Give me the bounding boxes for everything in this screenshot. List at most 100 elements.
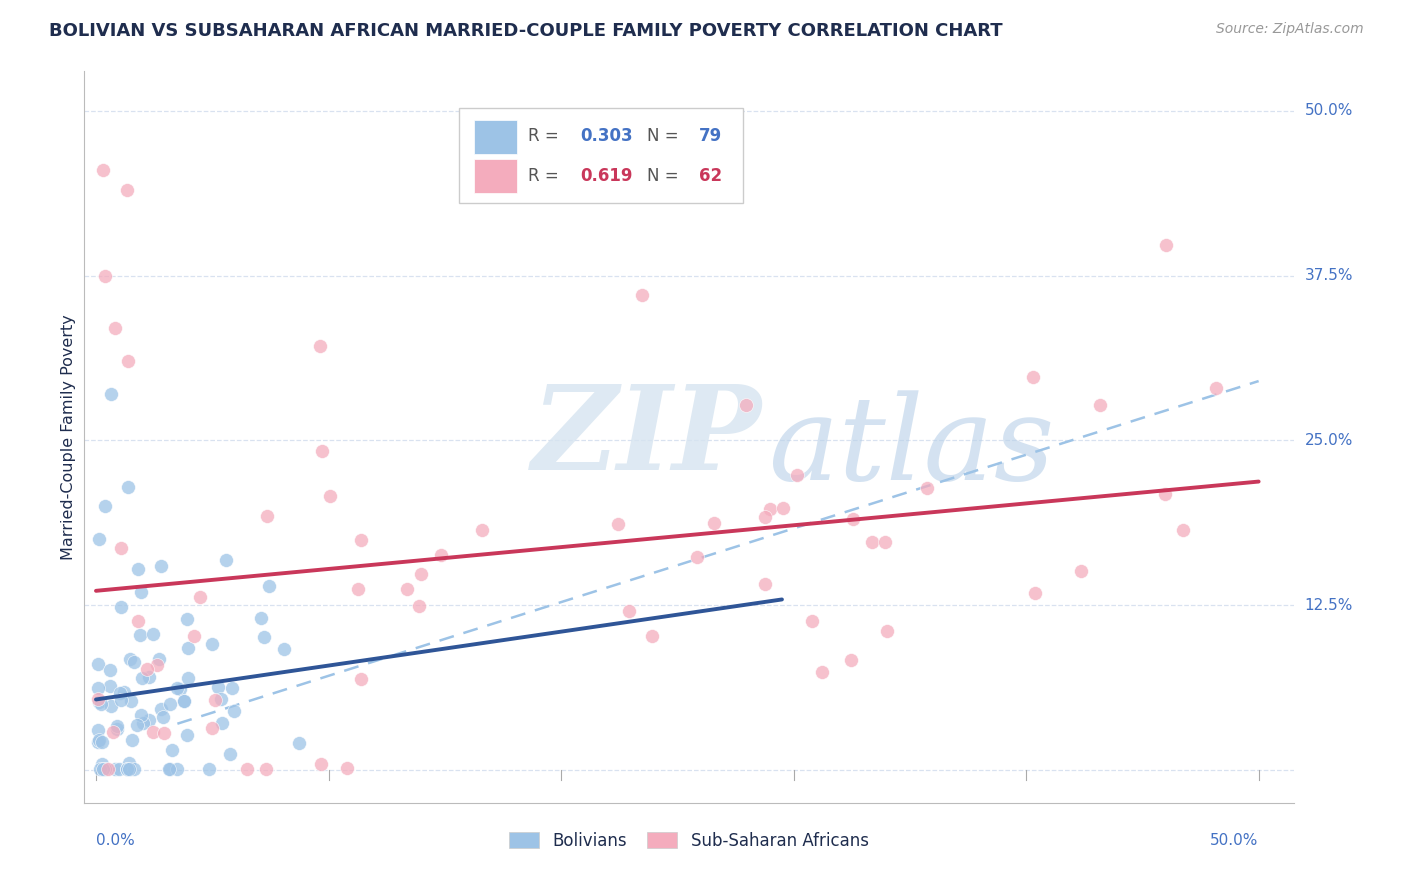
Point: [839, 652, 862, 666]
Text: 25.0%: 25.0%: [1305, 433, 1353, 448]
Point: [118, 762, 141, 776]
Point: [87, 533, 110, 547]
Point: [319, 489, 342, 503]
Point: [98, 679, 121, 693]
Text: N =: N =: [647, 167, 683, 185]
Point: [786, 468, 808, 483]
Point: [146, 657, 169, 672]
Point: [256, 508, 278, 523]
Point: [110, 541, 132, 556]
Point: [159, 762, 181, 776]
Point: [110, 693, 132, 707]
Point: [735, 398, 758, 412]
Point: [150, 702, 173, 716]
Text: R =: R =: [529, 128, 564, 145]
Point: [606, 516, 628, 531]
Point: [97, 762, 120, 776]
Point: [149, 558, 172, 573]
Point: [173, 694, 195, 708]
Text: 37.5%: 37.5%: [1305, 268, 1353, 283]
Point: [350, 672, 373, 686]
Text: BOLIVIAN VS SUBSAHARAN AFRICAN MARRIED-COUPLE FAMILY POVERTY CORRELATION CHART: BOLIVIAN VS SUBSAHARAN AFRICAN MARRIED-C…: [49, 22, 1002, 40]
Point: [121, 733, 143, 747]
Point: [100, 663, 122, 677]
Point: [471, 523, 494, 537]
Point: [136, 662, 159, 676]
Point: [1022, 370, 1045, 384]
FancyBboxPatch shape: [460, 108, 744, 203]
Point: [105, 719, 128, 733]
Text: 12.5%: 12.5%: [1305, 598, 1353, 613]
Text: 0.0%: 0.0%: [96, 833, 135, 848]
Point: [336, 761, 359, 775]
Point: [87, 735, 110, 749]
Point: [176, 728, 198, 742]
Point: [94, 762, 117, 776]
Point: [91, 735, 114, 749]
Point: [800, 614, 823, 628]
Point: [183, 629, 205, 643]
Point: [115, 762, 138, 776]
Point: [91, 762, 114, 776]
Point: [631, 288, 654, 302]
Point: [105, 722, 128, 736]
Point: [169, 682, 191, 697]
Point: [153, 726, 176, 740]
Point: [166, 762, 188, 776]
Point: [211, 715, 233, 730]
Point: [124, 762, 146, 776]
Point: [686, 549, 709, 564]
Point: [254, 762, 277, 776]
Point: [148, 652, 170, 666]
Point: [159, 698, 181, 712]
Text: 0.619: 0.619: [581, 167, 633, 185]
Point: [91, 762, 114, 776]
Point: [103, 762, 125, 776]
Point: [87, 723, 110, 737]
Point: [117, 354, 139, 368]
Point: [94, 500, 117, 514]
Point: [120, 762, 142, 776]
Text: ZIP: ZIP: [531, 380, 762, 494]
Point: [138, 670, 160, 684]
Point: [166, 681, 188, 695]
Point: [408, 599, 430, 614]
Point: [91, 163, 114, 178]
Point: [176, 641, 198, 656]
Point: [308, 339, 330, 353]
Point: [188, 591, 211, 605]
Point: [120, 694, 142, 708]
Point: [127, 614, 149, 628]
Point: [411, 567, 433, 582]
Point: [129, 585, 152, 599]
Point: [101, 724, 124, 739]
Point: [142, 627, 165, 641]
Point: [108, 686, 131, 700]
Point: [1154, 487, 1177, 501]
Point: [173, 694, 195, 708]
Point: [87, 695, 110, 709]
Point: [110, 600, 132, 615]
Point: [430, 548, 453, 562]
Point: [207, 680, 229, 694]
Point: [1154, 238, 1177, 252]
Point: [309, 756, 332, 771]
Point: [201, 637, 224, 651]
Point: [118, 756, 141, 770]
FancyBboxPatch shape: [474, 120, 517, 154]
Point: [1173, 524, 1195, 538]
Point: [152, 710, 174, 724]
Point: [860, 534, 883, 549]
Legend: Bolivians, Sub-Saharan Africans: Bolivians, Sub-Saharan Africans: [502, 825, 876, 856]
Point: [209, 691, 232, 706]
Point: [132, 716, 155, 731]
Point: [311, 443, 333, 458]
Point: [142, 724, 165, 739]
Point: [253, 630, 276, 644]
Y-axis label: Married-Couple Family Poverty: Married-Couple Family Poverty: [60, 314, 76, 560]
Point: [176, 612, 198, 626]
Point: [118, 651, 141, 665]
Point: [129, 708, 152, 723]
Point: [754, 576, 776, 591]
Text: 79: 79: [699, 128, 721, 145]
